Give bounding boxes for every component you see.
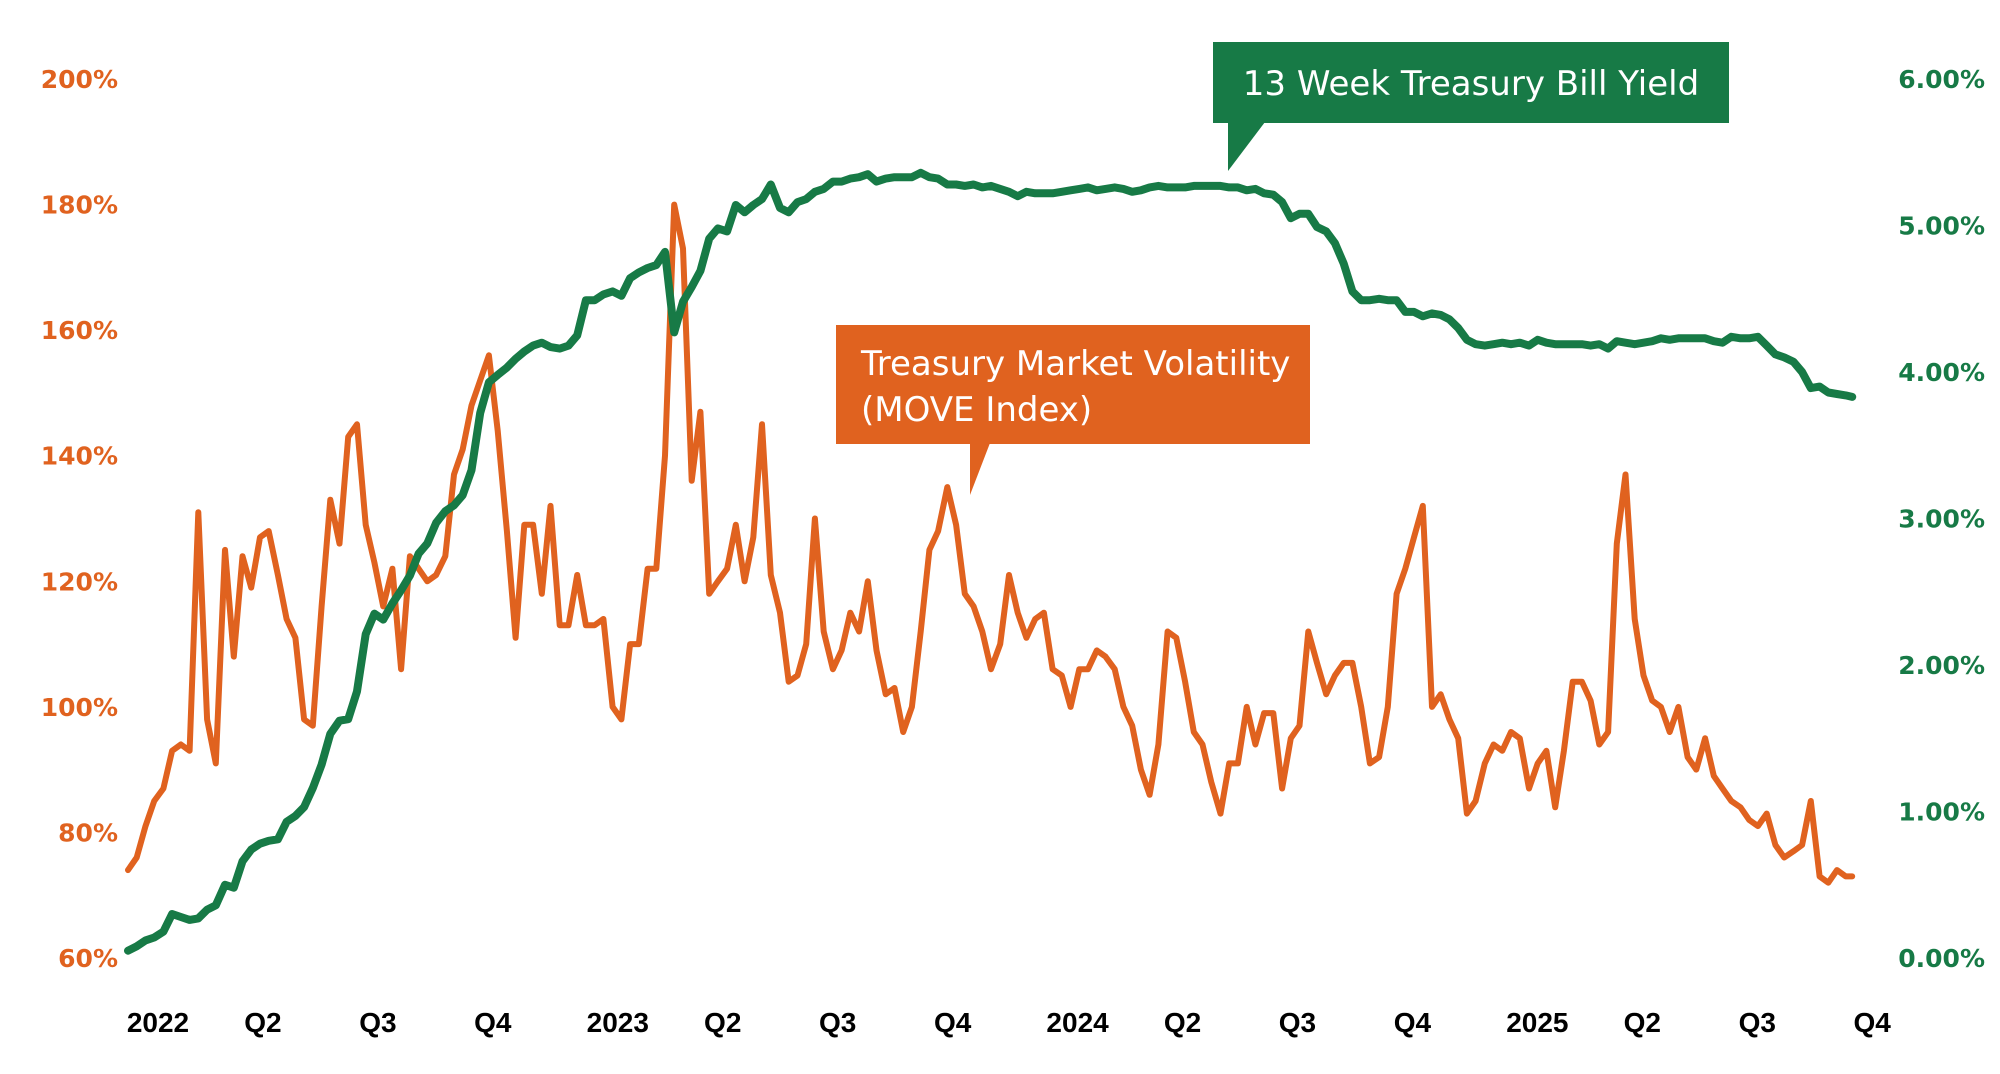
series-line-move: [125, 201, 1856, 886]
x-tick-label: 2023: [587, 1007, 649, 1038]
x-tick-label: Q2: [244, 1007, 281, 1038]
series-line-tbill: [124, 168, 1857, 955]
left-tick-label: 160%: [41, 316, 118, 345]
x-tick-label: Q4: [1394, 1007, 1432, 1038]
callout-move-box: [836, 325, 1310, 444]
callout-move: Treasury Market Volatility (MOVE Index): [836, 325, 1310, 495]
x-tick-label: Q3: [1739, 1007, 1776, 1038]
callout-tbill-text: 13 Week Treasury Bill Yield: [1243, 64, 1699, 104]
right-tick-label: 2.00%: [1898, 651, 1985, 680]
x-tick-label: Q2: [1164, 1007, 1201, 1038]
callout-tbill: 13 Week Treasury Bill Yield: [1213, 42, 1729, 171]
series-layer: [124, 168, 1857, 955]
left-tick-label: 100%: [41, 693, 118, 722]
left-tick-label: 80%: [58, 818, 118, 847]
left-tick-label: 200%: [41, 65, 118, 94]
x-tick-label: Q3: [819, 1007, 856, 1038]
left-tick-label: 140%: [41, 442, 118, 471]
right-tick-label: 1.00%: [1898, 798, 1985, 827]
x-tick-label: 2024: [1046, 1007, 1109, 1038]
right-tick-label: 0.00%: [1898, 944, 1985, 973]
callout-move-pointer: [970, 443, 990, 495]
x-tick-label: 2025: [1506, 1007, 1568, 1038]
right-tick-label: 3.00%: [1898, 505, 1985, 534]
x-tick-label: Q2: [704, 1007, 741, 1038]
callout-move-text-line2: (MOVE Index): [861, 390, 1092, 430]
right-tick-label: 5.00%: [1898, 212, 1985, 241]
left-tick-label: 60%: [58, 944, 118, 973]
x-tick-label: Q3: [1279, 1007, 1316, 1038]
left-axis: 60% 80% 100% 120% 140% 160% 180% 200%: [41, 65, 118, 973]
callout-move-text-line1: Treasury Market Volatility: [860, 344, 1290, 384]
right-tick-label: 4.00%: [1898, 358, 1985, 387]
x-tick-label: Q3: [359, 1007, 396, 1038]
left-tick-label: 120%: [41, 567, 118, 596]
callout-tbill-box: [1213, 42, 1729, 123]
x-tick-label: 2022: [127, 1007, 189, 1038]
callout-tbill-pointer: [1228, 122, 1265, 171]
x-tick-label: Q4: [474, 1007, 512, 1038]
x-tick-label: Q2: [1624, 1007, 1661, 1038]
right-tick-label: 6.00%: [1898, 65, 1985, 94]
right-axis: 0.00% 1.00% 2.00% 3.00% 4.00% 5.00% 6.00%: [1898, 65, 1985, 973]
x-axis: 2022 Q2 Q3 Q4 2023 Q2 Q3 Q4 2024 Q2 Q3 Q4 2025 Q2 Q3 Q4: [127, 1007, 1891, 1038]
left-tick-label: 180%: [41, 191, 118, 220]
x-tick-label: Q4: [934, 1007, 972, 1038]
x-tick-label: Q4: [1854, 1007, 1892, 1038]
